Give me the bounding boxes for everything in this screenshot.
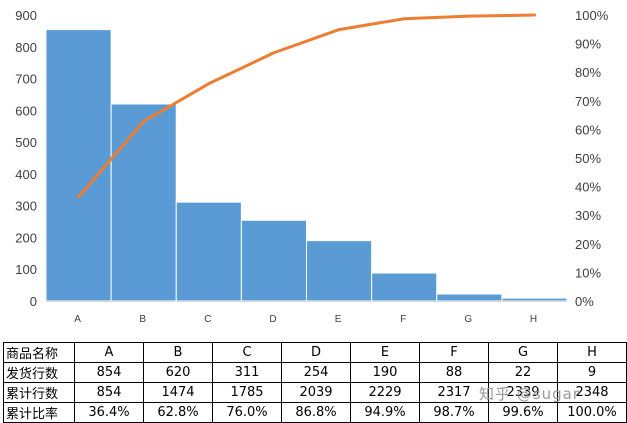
y-left-tick-label: 700 <box>15 72 37 87</box>
table-cell: 1474 <box>143 382 213 403</box>
bar-F <box>371 272 438 302</box>
table-cell: D <box>281 342 351 363</box>
table-cell: E <box>350 342 420 363</box>
x-tick-label: F <box>400 314 406 325</box>
table-cell: A <box>74 342 144 363</box>
y-right-tick-label: 40% <box>575 180 601 195</box>
bar-C <box>175 201 242 302</box>
y-right-tick-label: 90% <box>575 37 601 52</box>
bar-A <box>45 29 112 302</box>
table-cell: 9 <box>557 362 627 383</box>
x-tick-label: E <box>335 314 342 325</box>
x-tick-label: G <box>464 314 472 325</box>
bar-H <box>501 297 568 302</box>
row-header: 商品名称 <box>3 342 75 363</box>
table-cell: 620 <box>143 362 213 383</box>
line-point-F <box>402 17 406 21</box>
x-tick-label: C <box>204 314 211 325</box>
x-tick-label: D <box>269 314 276 325</box>
y-left-tick-label: 900 <box>15 8 37 23</box>
y-right-tick-label: 0% <box>575 294 594 309</box>
table-cell: 311 <box>212 362 282 383</box>
bar-G <box>436 293 503 302</box>
table-cell: 22 <box>488 362 558 383</box>
y-left-tick-label: 800 <box>15 40 37 55</box>
x-tick-label: B <box>139 314 146 325</box>
table-row-cumulative-rows: 累计行数 854 1474 1785 2039 2229 2317 2339 2… <box>3 382 627 403</box>
table-cell: 2229 <box>350 382 420 403</box>
table-cell: 2039 <box>281 382 351 403</box>
table-cell: H <box>557 342 627 363</box>
table-cell: G <box>488 342 558 363</box>
x-tick-label: H <box>530 314 537 325</box>
table-row-cumulative-ratio: 累计比率 36.4% 62.8% 76.0% 86.8% 94.9% 98.7%… <box>3 402 627 423</box>
y-left-tick-label: 200 <box>15 230 37 245</box>
y-right-tick-label: 10% <box>575 265 601 280</box>
table-cell: 854 <box>74 382 144 403</box>
table-cell: B <box>143 342 213 363</box>
y-right-tick-label: 50% <box>575 151 601 166</box>
bar-D <box>240 219 307 302</box>
table-cell: 254 <box>281 362 351 383</box>
cumulative-ratio-line <box>77 13 536 199</box>
bar-E <box>306 240 373 302</box>
y-left-tick-label: 0 <box>30 294 37 309</box>
x-tick-label: A <box>74 314 81 325</box>
row-header: 累计比率 <box>3 402 75 423</box>
bar-B <box>110 103 177 302</box>
line-point-B <box>142 119 146 123</box>
row-header: 发货行数 <box>3 362 75 383</box>
y-left-tick-label: 100 <box>15 262 37 277</box>
table-cell: 94.9% <box>350 402 420 423</box>
y-left-tick-label: 600 <box>15 103 37 118</box>
line-point-A <box>77 195 81 199</box>
table-cell: C <box>212 342 282 363</box>
line-point-D <box>272 51 276 55</box>
table-cell: 62.8% <box>143 402 213 423</box>
row-header: 累计行数 <box>3 382 75 403</box>
y-right-tick-label: 70% <box>575 94 601 109</box>
table-cell: F <box>419 342 489 363</box>
table-cell: 86.8% <box>281 402 351 423</box>
table-cell: 88 <box>419 362 489 383</box>
table-row-product-name: 商品名称 A B C D E F G H <box>3 342 627 363</box>
pareto-chart: 0 100 200 300 400 500 600 700 800 900 0% 10% 20% 30% 4… <box>15 8 609 325</box>
table-cell: 854 <box>74 362 144 383</box>
table-cell: 1785 <box>212 382 282 403</box>
line-point-C <box>207 82 211 86</box>
table-row-shipped-rows: 发货行数 854 620 311 254 190 88 22 9 <box>3 362 627 383</box>
table-cell: 98.7% <box>419 402 489 423</box>
y-left-tick-label: 300 <box>15 199 37 214</box>
line-point-H <box>532 13 536 17</box>
y-left-tick-label: 400 <box>15 167 37 182</box>
y-right-tick-label: 100% <box>575 8 609 23</box>
line-point-E <box>337 28 341 32</box>
y-right-tick-label: 20% <box>575 237 601 252</box>
y-right-tick-label: 80% <box>575 65 601 80</box>
line-point-G <box>467 14 471 18</box>
y-left-tick-label: 500 <box>15 135 37 150</box>
y-right-tick-label: 30% <box>575 208 601 223</box>
table-cell: 190 <box>350 362 420 383</box>
data-table: 商品名称 A B C D E F G H 发货行数 854 620 311 25… <box>3 342 627 423</box>
y-right-tick-label: 60% <box>575 122 601 137</box>
watermark: 知乎 @sugar <box>479 385 580 403</box>
